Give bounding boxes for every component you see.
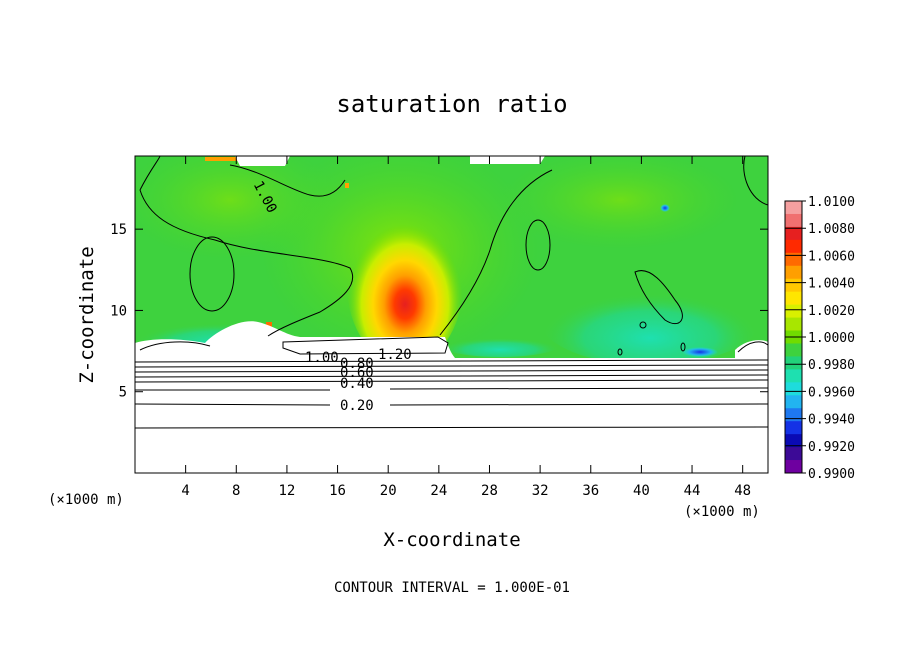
- field-speckle: [345, 183, 349, 188]
- x-unit-label-left: (×1000 m): [48, 492, 124, 508]
- colorbar-swatch: [785, 304, 802, 319]
- colorbar-tick-label: 0.9940: [808, 413, 855, 428]
- x-unit-label-right: (×1000 m): [684, 504, 760, 520]
- colorbar-tick-label: 1.0000: [808, 331, 855, 346]
- plot-area: 1.00 1.00 1.20 0.80 0.60 0.40 0.20: [135, 156, 768, 473]
- contour-lines: [135, 156, 768, 429]
- contour-label: 0.80: [340, 356, 374, 372]
- colorbar-tick-label: 1.0020: [808, 304, 855, 319]
- plot-frame: [134, 155, 769, 474]
- x-tick-label: 16: [329, 483, 346, 499]
- contour-label: 1.20: [378, 347, 412, 363]
- colorbar-swatch: [785, 382, 802, 396]
- colorbar-swatch: [785, 369, 802, 383]
- field-undefined-region: [735, 340, 768, 358]
- colorbar-swatch: [785, 460, 802, 474]
- field-min-spot: [660, 204, 670, 212]
- x-axis: 4 8 12 16 20 24 28 32 36 40 44 48: [181, 156, 751, 499]
- x-tick-label: 44: [684, 483, 701, 499]
- y-axis-label: Z-coordinate: [76, 246, 98, 383]
- colorbar-swatch: [785, 395, 802, 409]
- colorbar-swatch: [785, 447, 802, 461]
- colorbar-tick-label: 0.9900: [808, 467, 855, 482]
- field-light-region: [135, 156, 340, 260]
- contour-interval-note: CONTOUR INTERVAL = 1.000E-01: [334, 580, 570, 596]
- field-light-region: [500, 156, 740, 250]
- y-tick-label: 15: [110, 222, 127, 238]
- field-peak: [347, 205, 463, 365]
- x-tick-label: 12: [278, 483, 295, 499]
- colorbar-tick-label: 1.0080: [808, 222, 855, 237]
- field-min-spot: [682, 347, 718, 357]
- x-tick-label: 8: [232, 483, 240, 499]
- colorbar-tick-label: 0.9980: [808, 358, 855, 373]
- x-tick-label: 4: [181, 483, 189, 499]
- x-tick-label: 48: [734, 483, 751, 499]
- field-low-region: [440, 333, 560, 357]
- y-tick-label: 5: [119, 385, 127, 401]
- field-undefined-region: [470, 156, 545, 164]
- colorbar-tick-label: 0.9920: [808, 440, 855, 455]
- colorbar: 1.0100 1.0080 1.0060 1.0040 1.0020 1.0000 0.99…: [784, 195, 855, 482]
- colorbar-swatch: [785, 291, 802, 306]
- y-axis: 5 10 15: [110, 222, 768, 401]
- field-undefined-region: [135, 321, 455, 358]
- colorbar-swatch: [785, 252, 802, 267]
- colorbar-swatch: [785, 317, 802, 332]
- colorbar-swatch: [785, 226, 802, 241]
- x-tick-label: 28: [481, 483, 498, 499]
- colorbar-tick-label: 1.0040: [808, 277, 855, 292]
- x-tick-label: 40: [633, 483, 650, 499]
- contour-label: 0.20: [340, 398, 374, 414]
- x-tick-label: 24: [430, 483, 447, 499]
- x-tick-label: 20: [380, 483, 397, 499]
- colorbar-swatch: [785, 356, 802, 370]
- field-low-region: [540, 275, 760, 365]
- contour-label: 1.00: [305, 350, 339, 366]
- colorbar-swatch: [785, 343, 802, 357]
- x-tick-label: 36: [582, 483, 599, 499]
- colorbar-swatch: [785, 265, 802, 280]
- x-tick-label: 32: [532, 483, 549, 499]
- x-axis-label: X-coordinate: [383, 529, 520, 551]
- chart-title: saturation ratio: [336, 90, 567, 118]
- colorbar-tick-label: 1.0060: [808, 249, 855, 264]
- field-undefined-region: [235, 156, 290, 166]
- colorbar-swatch: [785, 201, 802, 215]
- colorbar-swatch: [785, 278, 802, 293]
- colorbar-swatch: [785, 434, 802, 448]
- field-speckle: [266, 322, 272, 327]
- colorbar-swatch: [785, 239, 802, 254]
- colorbar-tick-label: 1.0100: [808, 195, 855, 210]
- contour-label: 0.60: [340, 365, 374, 381]
- colorbar-swatch: [785, 421, 802, 435]
- y-tick-label: 10: [110, 303, 127, 319]
- field-speckle: [205, 157, 265, 161]
- colorbar-tick-label: 0.9960: [808, 385, 855, 400]
- contour-label: 0.40: [340, 376, 374, 392]
- colorbar-swatch: [785, 408, 802, 422]
- contour-label-group: 1.00 1.00 1.20 0.80 0.60 0.40 0.20: [250, 179, 412, 414]
- colorbar-swatch: [785, 213, 802, 228]
